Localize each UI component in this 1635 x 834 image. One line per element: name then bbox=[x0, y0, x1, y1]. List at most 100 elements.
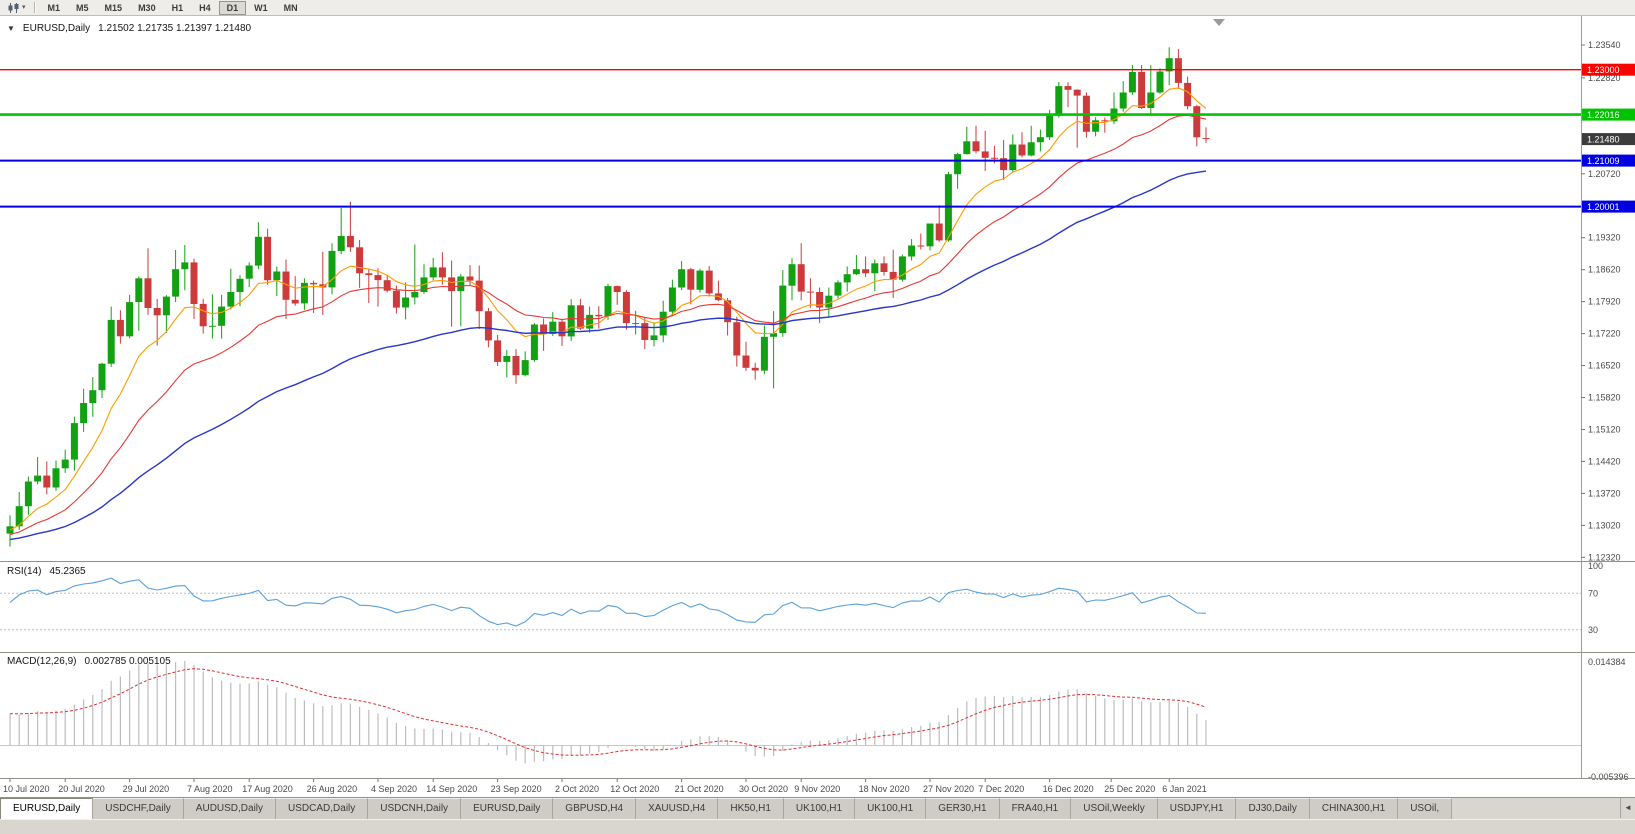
chart-tab-usdcad-daily[interactable]: USDCAD,Daily bbox=[276, 798, 369, 819]
chart-tab-eurusd-daily[interactable]: EURUSD,Daily bbox=[461, 798, 554, 819]
dropdown-caret-icon: ▾ bbox=[22, 4, 26, 11]
chart-tab-bar: EURUSD,Daily USDCHF,Daily AUDUSD,Daily USDC… bbox=[0, 797, 1635, 819]
status-bar bbox=[0, 819, 1635, 834]
period-button-d1[interactable]: D1 bbox=[218, 0, 247, 15]
chart-type-dropdown-button[interactable]: ▾ bbox=[4, 1, 29, 15]
chart-title: ▼ EURUSD,Daily 1.21502 1.21735 1.21397 1… bbox=[7, 23, 251, 34]
period-button-m30[interactable]: M30 bbox=[138, 2, 156, 13]
chart-tab-fra40-h1[interactable]: FRA40,H1 bbox=[999, 798, 1072, 819]
price-axis-label: 1.22820 bbox=[1588, 73, 1621, 83]
chart-tab-audusd-daily[interactable]: AUDUSD,Daily bbox=[183, 798, 277, 819]
collapse-icon[interactable]: ▼ bbox=[7, 23, 15, 33]
current-price-label bbox=[1582, 133, 1635, 146]
chart-shift-marker-icon[interactable] bbox=[1213, 19, 1225, 26]
svg-text:1.23000: 1.23000 bbox=[1587, 65, 1620, 75]
period-button-m1[interactable]: M1 bbox=[47, 2, 61, 13]
x-axis-label: 21 Oct 2020 bbox=[675, 784, 724, 794]
ma-mid-line bbox=[9, 114, 1207, 536]
x-axis-label: 23 Sep 2020 bbox=[491, 784, 542, 794]
macd-indicator-label: MACD(12,26,9) 0.002785 0.005105 bbox=[7, 656, 171, 667]
rsi-scale-label: 30 bbox=[1588, 625, 1598, 635]
rsi-line bbox=[9, 577, 1207, 627]
level-price-label bbox=[1582, 154, 1635, 167]
period-button-m15[interactable]: M15 bbox=[104, 2, 123, 13]
svg-text:1.20001: 1.20001 bbox=[1587, 202, 1620, 212]
level-price-label bbox=[1582, 63, 1635, 76]
x-axis-label: 17 Aug 2020 bbox=[242, 784, 293, 794]
x-axis-label: 7 Dec 2020 bbox=[978, 784, 1024, 794]
chart-tab-uk100-h1[interactable]: UK100,H1 bbox=[783, 798, 856, 819]
price-axis-label: 1.17920 bbox=[1588, 297, 1621, 307]
ma-slow-line bbox=[9, 170, 1207, 541]
x-axis-label: 20 Jul 2020 bbox=[58, 784, 105, 794]
macd-name: MACD(12,26,9) bbox=[7, 656, 77, 667]
period-button-h4[interactable]: H4 bbox=[199, 2, 211, 13]
candles-series bbox=[6, 47, 1210, 547]
x-axis-label: 2 Oct 2020 bbox=[555, 784, 599, 794]
rsi-name: RSI(14) bbox=[7, 566, 42, 577]
x-axis-label: 12 Oct 2020 bbox=[610, 784, 659, 794]
svg-text:1.21480: 1.21480 bbox=[1587, 135, 1620, 145]
chart-tab-ger30-h1[interactable]: GER30,H1 bbox=[926, 798, 1000, 819]
chart-tab-hk50-h1[interactable]: HK50,H1 bbox=[718, 798, 784, 819]
chart-tabs: EURUSD,Daily USDCHF,Daily AUDUSD,Daily USDC… bbox=[0, 798, 1635, 819]
price-axis-label: 1.23540 bbox=[1588, 40, 1621, 50]
price-axis-label: 1.20720 bbox=[1588, 169, 1621, 179]
price-axis-label: 1.17220 bbox=[1588, 329, 1621, 339]
x-axis-label: 14 Sep 2020 bbox=[426, 784, 477, 794]
x-axis-label: 16 Dec 2020 bbox=[1043, 784, 1094, 794]
chart-tab-usdjpy-h1[interactable]: USDJPY,H1 bbox=[1157, 798, 1237, 819]
chart-tab-eurusd-daily[interactable]: EURUSD,Daily bbox=[0, 798, 94, 819]
x-axis-label: 4 Sep 2020 bbox=[371, 784, 417, 794]
x-axis-label: 26 Aug 2020 bbox=[307, 784, 358, 794]
x-axis-label: 27 Nov 2020 bbox=[923, 784, 974, 794]
chart-tab-usoil-weekly[interactable]: USOil,Weekly bbox=[1071, 798, 1158, 819]
rsi-value: 45.2365 bbox=[49, 566, 86, 577]
x-axis-label: 29 Jul 2020 bbox=[123, 784, 170, 794]
price-axis-label: 1.12320 bbox=[1588, 552, 1621, 562]
chart-symbol-period: EURUSD,Daily bbox=[22, 23, 91, 34]
top-toolbar: ▾ M1 M5 M15 M30 H1 H4 D1 W1 MN bbox=[0, 0, 1635, 16]
macd-signal-line bbox=[9, 668, 1207, 756]
period-button-mn[interactable]: MN bbox=[283, 2, 298, 13]
tab-scroll-left-button[interactable]: ◄ bbox=[1620, 798, 1635, 818]
time-axis[interactable]: 10 Jul 2020 20 Jul 2020 29 Jul 2020 7 Aug 2… bbox=[3, 779, 1207, 794]
rsi-scale-label: 70 bbox=[1588, 588, 1598, 598]
x-axis-label: 10 Jul 2020 bbox=[3, 784, 50, 794]
chart-ohlc-values: 1.21502 1.21735 1.21397 1.21480 bbox=[98, 23, 252, 34]
chart-tab-dj30-daily[interactable]: DJ30,Daily bbox=[1236, 798, 1310, 819]
horizontal-level-lines bbox=[0, 69, 1581, 208]
chart-tab-usdchf-daily[interactable]: USDCHF,Daily bbox=[93, 798, 184, 819]
x-axis-label: 25 Dec 2020 bbox=[1104, 784, 1155, 794]
period-button-h1[interactable]: H1 bbox=[171, 2, 184, 13]
price-axis-label: 1.19320 bbox=[1588, 233, 1621, 243]
svg-text:1.22016: 1.22016 bbox=[1587, 110, 1620, 120]
chart-tab-gbpusd-h4[interactable]: GBPUSD,H4 bbox=[553, 798, 637, 819]
chart-tab-china300-h1[interactable]: CHINA300,H1 bbox=[1309, 798, 1399, 819]
period-button-m5[interactable]: M5 bbox=[76, 2, 89, 13]
rsi-scale-label: 100 bbox=[1588, 561, 1603, 571]
price-axis-label: 1.15820 bbox=[1588, 393, 1621, 403]
price-axis[interactable]: 1.23540 1.22820 1.20720 1.19320 1.18620 1.179… bbox=[1581, 40, 1635, 562]
rsi-indicator-label: RSI(14) 45.2365 bbox=[7, 566, 86, 577]
chart-tab-xauusd-h4[interactable]: XAUUSD,H4 bbox=[636, 798, 719, 819]
x-axis-label: 7 Aug 2020 bbox=[187, 784, 233, 794]
chart-window[interactable]: 1.23540 1.22820 1.20720 1.19320 1.18620 1.179… bbox=[0, 16, 1635, 797]
macd-histogram bbox=[9, 660, 1207, 764]
price-axis-label: 1.14420 bbox=[1588, 456, 1621, 466]
price-axis-label: 1.13720 bbox=[1588, 488, 1621, 498]
chart-canvas[interactable]: 1.23540 1.22820 1.20720 1.19320 1.18620 1.179… bbox=[0, 16, 1635, 797]
period-button-w1[interactable]: W1 bbox=[254, 2, 268, 13]
chart-tab-uk100-h1[interactable]: UK100,H1 bbox=[855, 798, 927, 819]
price-axis-label: 1.13020 bbox=[1588, 520, 1621, 530]
price-axis-label: 1.16520 bbox=[1588, 361, 1621, 371]
chart-tab-usoil[interactable]: USOil, bbox=[1398, 798, 1453, 819]
x-axis-label: 30 Oct 2020 bbox=[739, 784, 788, 794]
level-price-label bbox=[1582, 200, 1635, 213]
chart-tab-usdcnh-daily[interactable]: USDCNH,Daily bbox=[368, 798, 462, 819]
price-axis-label: 1.15120 bbox=[1588, 425, 1621, 435]
timeframe-toolbar: M1 M5 M15 M30 H1 H4 D1 W1 MN bbox=[40, 0, 306, 15]
x-axis-label: 18 Nov 2020 bbox=[859, 784, 910, 794]
svg-text:1.21009: 1.21009 bbox=[1587, 156, 1620, 166]
